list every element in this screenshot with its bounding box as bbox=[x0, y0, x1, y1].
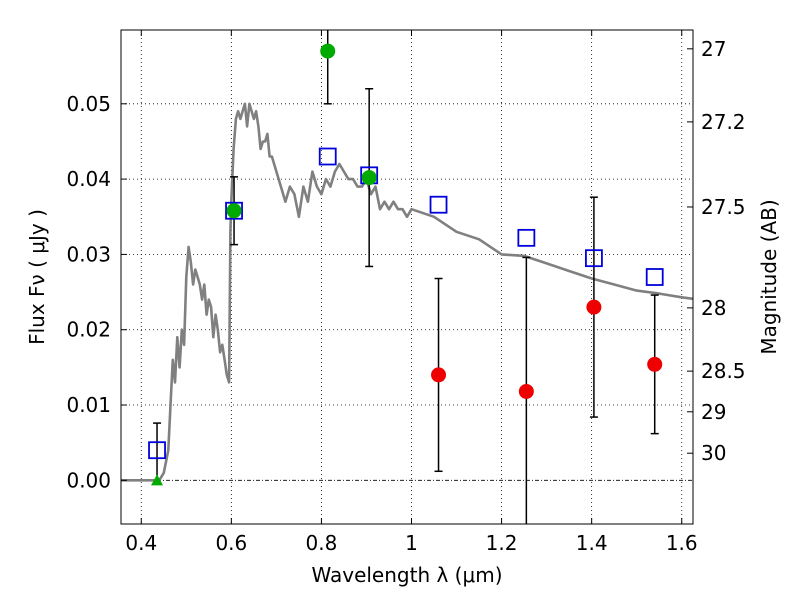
plot-area bbox=[121, 30, 693, 524]
model-sed-line bbox=[121, 102, 694, 482]
y2-tick-label: 27.2 bbox=[701, 110, 746, 134]
model-photometry-square bbox=[517, 228, 536, 247]
measurement-point bbox=[586, 299, 602, 315]
y2-tick-label: 27 bbox=[701, 37, 726, 61]
x-tick-label: 1.6 bbox=[666, 531, 698, 555]
model-photometry-square bbox=[585, 249, 603, 268]
x-axis-label: Wavelength λ (μm) bbox=[311, 563, 502, 587]
detection-point bbox=[361, 170, 377, 186]
y-tick-label: 0.05 bbox=[66, 92, 111, 116]
y2-tick-label: 27.5 bbox=[701, 195, 746, 219]
y-tick-label: 0.02 bbox=[66, 318, 111, 342]
y-tick-label: 0.03 bbox=[66, 242, 111, 266]
y-tick-label: 0.01 bbox=[66, 393, 111, 417]
model-photometry-square bbox=[148, 441, 166, 460]
model-sed-curve bbox=[121, 102, 694, 482]
y-axis-ticks: 0.00 0.01 0.02 0.03 0.04 0.05 bbox=[66, 92, 127, 492]
model-photometry-square bbox=[429, 195, 448, 214]
y2-axis-label: Magnitude (AB) bbox=[757, 199, 781, 354]
y-tick-label: 0.00 bbox=[66, 468, 111, 492]
y-axis-label: Flux Fν ( μJy ) bbox=[25, 209, 49, 345]
measurement-point bbox=[431, 367, 447, 383]
data-markers bbox=[148, 43, 664, 486]
detection-point bbox=[226, 203, 242, 219]
y2-tick-label: 28 bbox=[701, 296, 726, 320]
model-photometry-square bbox=[318, 147, 337, 166]
model-photometry-square bbox=[225, 201, 243, 220]
y2-tick-label: 29 bbox=[701, 400, 726, 424]
y-tick-label: 0.04 bbox=[66, 167, 111, 191]
x-tick-label: 0.6 bbox=[215, 531, 247, 555]
x-tick-label: 0.4 bbox=[125, 531, 157, 555]
measurement-point bbox=[518, 383, 534, 399]
y2-tick-label: 30 bbox=[701, 441, 726, 465]
x-axis-ticks: 0.4 0.6 0.8 1 1.2 1.4 1.6 bbox=[125, 30, 698, 555]
y2-axis-ticks: 27 27.2 27.5 28 28.5 29 30 bbox=[687, 37, 746, 465]
x-tick-label: 1 bbox=[405, 531, 418, 555]
x-tick-label: 1.2 bbox=[486, 531, 518, 555]
x-tick-label: 1.4 bbox=[576, 531, 608, 555]
grid-lines bbox=[121, 30, 693, 524]
detection-point bbox=[320, 43, 336, 59]
y2-tick-label: 28.5 bbox=[701, 359, 746, 383]
plot-frame bbox=[120, 29, 694, 525]
upper-limit-triangle bbox=[151, 474, 164, 486]
measurement-point bbox=[647, 356, 663, 372]
x-tick-label: 0.8 bbox=[306, 531, 338, 555]
model-photometry-square bbox=[645, 268, 664, 286]
